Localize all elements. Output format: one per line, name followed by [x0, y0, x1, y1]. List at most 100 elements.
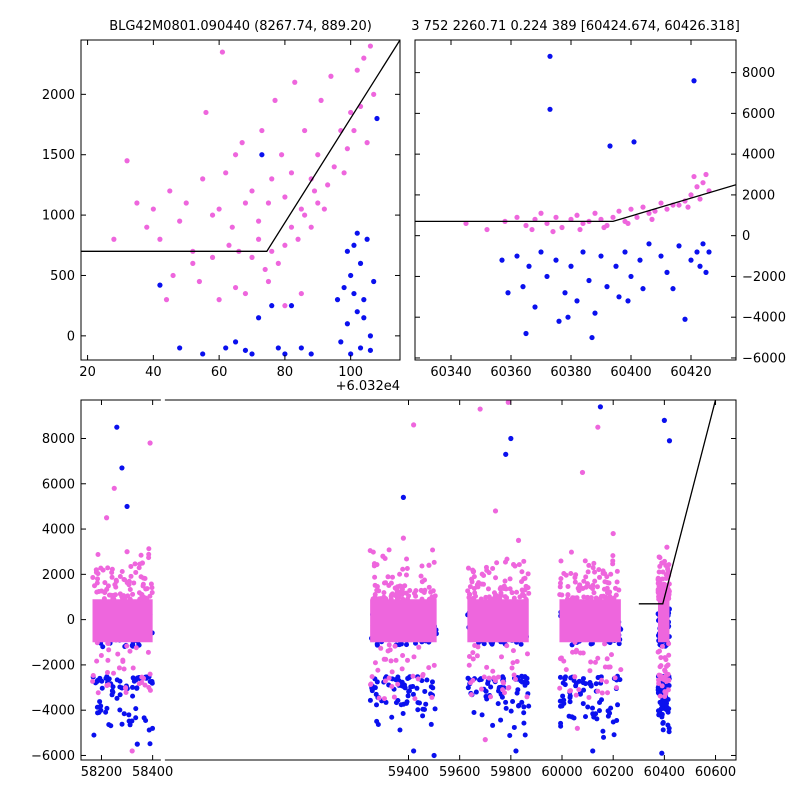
data-point-magenta [585, 569, 591, 575]
data-point-magenta [400, 652, 406, 658]
data-point [544, 273, 550, 280]
data-point [209, 212, 216, 218]
data-point [255, 236, 262, 242]
axes-frame [414, 39, 737, 361]
season-band-magenta [370, 599, 437, 643]
data-point [597, 404, 603, 410]
data-point-magenta [478, 686, 484, 692]
data-point-magenta [604, 580, 610, 586]
data-point [598, 216, 604, 222]
data-point-magenta [146, 551, 152, 557]
y-tick-label: 0 [67, 329, 75, 344]
data-point-magenta [426, 596, 432, 602]
data-point-blue [610, 719, 616, 725]
x-tick-label: 60 [211, 365, 228, 380]
data-point-magenta [400, 596, 406, 602]
data-point [259, 127, 265, 134]
data-point-magenta [139, 679, 145, 685]
data-point-magenta [605, 664, 611, 670]
data-point [400, 535, 406, 541]
data-point-magenta [470, 677, 476, 683]
data-point-magenta [412, 696, 418, 702]
data-point-blue [398, 702, 404, 708]
y-tick-label: 1500 [42, 148, 75, 163]
data-point-magenta [613, 685, 619, 691]
data-point-magenta [510, 648, 516, 654]
data-point-blue [126, 712, 132, 718]
data-point-magenta [422, 577, 428, 583]
data-point-magenta [572, 674, 578, 680]
data-point [200, 351, 206, 357]
data-point [592, 210, 598, 216]
data-point [574, 298, 580, 304]
y-tick-label: 6000 [42, 477, 75, 492]
data-point-magenta [138, 552, 144, 558]
data-point-magenta [143, 586, 149, 592]
bottom-chart: 58200 58400 59400 59600 59800 60000 60200 60400… [31, 397, 737, 780]
data-point [688, 257, 694, 263]
data-point-magenta [374, 562, 380, 568]
data-point-blue [424, 677, 430, 683]
data-point [628, 273, 634, 280]
data-point [411, 422, 417, 428]
data-point-blue [580, 701, 586, 707]
data-point-blue [99, 685, 105, 691]
data-point [592, 310, 598, 316]
data-point-magenta [386, 642, 392, 648]
data-point-blue [143, 718, 149, 724]
data-point-magenta [568, 688, 574, 694]
data-point-magenta [568, 549, 574, 555]
y-tick-label: 2000 [42, 568, 75, 583]
data-point-magenta [370, 596, 376, 602]
data-point-blue [615, 702, 621, 708]
data-point-blue [406, 688, 412, 694]
data-point-magenta [519, 569, 525, 575]
data-point [694, 249, 700, 255]
data-point-magenta [121, 666, 127, 672]
data-point-magenta [391, 694, 397, 700]
data-point-magenta [132, 561, 138, 567]
x-tick-label: 100 [338, 365, 363, 380]
data-point-blue [596, 708, 602, 714]
data-point [658, 200, 664, 206]
data-point-magenta [656, 578, 662, 584]
data-point [568, 263, 574, 269]
data-point-magenta [428, 589, 434, 595]
data-point-magenta [662, 693, 668, 699]
data-point [505, 290, 511, 296]
data-point-blue [428, 721, 434, 727]
data-point-magenta [431, 662, 437, 668]
data-point-magenta [101, 596, 107, 602]
data-point-magenta [592, 578, 598, 584]
data-point [616, 208, 622, 214]
data-point-magenta [666, 652, 672, 658]
data-point-blue [401, 684, 407, 690]
data-point-magenta [574, 647, 580, 653]
data-point-magenta [142, 682, 148, 688]
data-point-magenta [596, 567, 602, 573]
data-point-magenta [471, 568, 477, 574]
data-point-magenta [381, 696, 387, 702]
data-point [700, 241, 706, 247]
data-point-magenta [563, 667, 569, 673]
data-point [269, 303, 275, 309]
data-point-blue [557, 674, 563, 680]
data-point-magenta [102, 590, 108, 596]
data-point-magenta [507, 576, 513, 582]
data-point [676, 202, 682, 208]
data-point-magenta [495, 596, 501, 602]
data-point-magenta [140, 575, 146, 581]
data-point [562, 290, 568, 296]
data-point [129, 748, 135, 754]
data-point [139, 560, 146, 566]
data-point-blue [399, 679, 405, 685]
data-point-blue [611, 732, 617, 738]
data-point [526, 263, 532, 269]
data-point [631, 139, 637, 145]
data-point-magenta [117, 573, 123, 579]
data-point-magenta [466, 591, 472, 597]
data-point-magenta [557, 685, 563, 691]
data-point-magenta [123, 685, 129, 691]
data-point-magenta [98, 565, 104, 571]
data-point-magenta [656, 677, 662, 683]
